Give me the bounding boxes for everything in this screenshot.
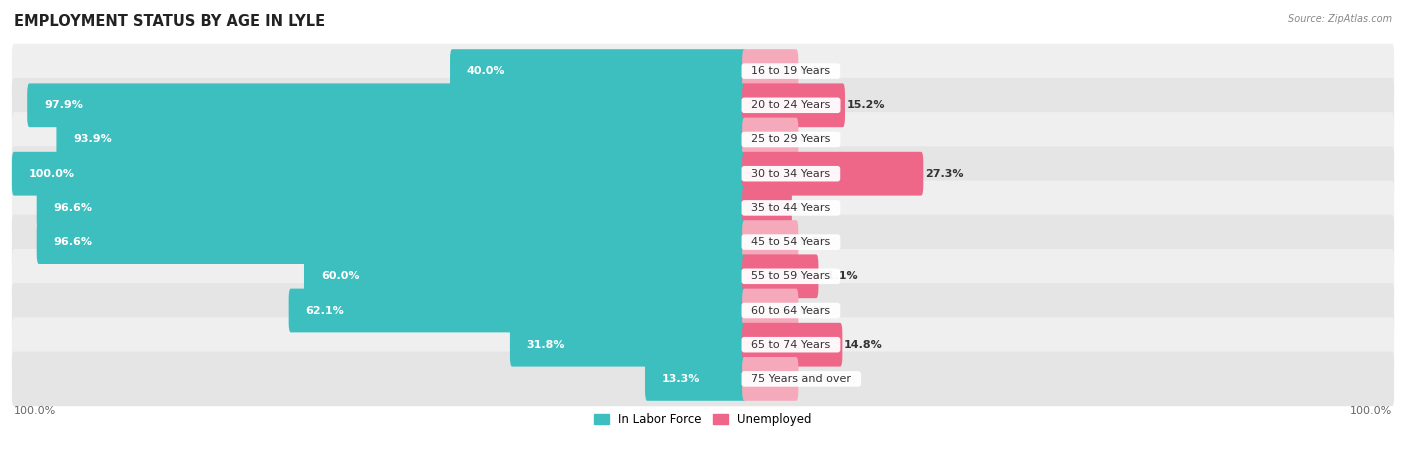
- FancyBboxPatch shape: [11, 44, 1395, 99]
- Text: 0.0%: 0.0%: [800, 374, 831, 384]
- FancyBboxPatch shape: [11, 146, 1395, 201]
- Text: 60 to 64 Years: 60 to 64 Years: [744, 306, 838, 315]
- Text: 0.0%: 0.0%: [800, 237, 831, 247]
- FancyBboxPatch shape: [645, 357, 747, 401]
- Text: 13.3%: 13.3%: [662, 374, 700, 384]
- FancyBboxPatch shape: [742, 117, 799, 162]
- FancyBboxPatch shape: [742, 152, 924, 196]
- Text: 96.6%: 96.6%: [53, 237, 93, 247]
- Text: 15.2%: 15.2%: [846, 100, 884, 110]
- Text: 30 to 34 Years: 30 to 34 Years: [744, 169, 838, 179]
- Text: 0.0%: 0.0%: [800, 66, 831, 76]
- Text: EMPLOYMENT STATUS BY AGE IN LYLE: EMPLOYMENT STATUS BY AGE IN LYLE: [14, 14, 325, 28]
- FancyBboxPatch shape: [742, 83, 845, 127]
- FancyBboxPatch shape: [11, 180, 1395, 235]
- FancyBboxPatch shape: [742, 288, 799, 333]
- Text: 0.0%: 0.0%: [800, 306, 831, 315]
- Text: 93.9%: 93.9%: [73, 135, 112, 144]
- Text: Source: ZipAtlas.com: Source: ZipAtlas.com: [1288, 14, 1392, 23]
- Text: 55 to 59 Years: 55 to 59 Years: [744, 271, 838, 281]
- FancyBboxPatch shape: [742, 186, 792, 230]
- Text: 45 to 54 Years: 45 to 54 Years: [744, 237, 838, 247]
- Text: 65 to 74 Years: 65 to 74 Years: [744, 340, 838, 350]
- FancyBboxPatch shape: [56, 117, 747, 162]
- Text: 75 Years and over: 75 Years and over: [744, 374, 858, 384]
- FancyBboxPatch shape: [510, 323, 747, 367]
- Text: 25 to 29 Years: 25 to 29 Years: [744, 135, 838, 144]
- Text: 14.8%: 14.8%: [844, 340, 883, 350]
- Text: 20 to 24 Years: 20 to 24 Years: [744, 100, 838, 110]
- FancyBboxPatch shape: [742, 357, 799, 401]
- FancyBboxPatch shape: [27, 83, 747, 127]
- Text: 11.1%: 11.1%: [820, 271, 859, 281]
- Text: 35 to 44 Years: 35 to 44 Years: [744, 203, 838, 213]
- FancyBboxPatch shape: [37, 220, 747, 264]
- FancyBboxPatch shape: [11, 152, 747, 196]
- FancyBboxPatch shape: [37, 186, 747, 230]
- FancyBboxPatch shape: [11, 317, 1395, 372]
- Text: 0.0%: 0.0%: [800, 135, 831, 144]
- Text: 31.8%: 31.8%: [527, 340, 565, 350]
- FancyBboxPatch shape: [11, 215, 1395, 270]
- FancyBboxPatch shape: [11, 351, 1395, 406]
- Text: 100.0%: 100.0%: [1350, 406, 1392, 416]
- Text: 60.0%: 60.0%: [321, 271, 360, 281]
- Text: 100.0%: 100.0%: [28, 169, 75, 179]
- FancyBboxPatch shape: [11, 78, 1395, 133]
- Text: 62.1%: 62.1%: [305, 306, 344, 315]
- Legend: In Labor Force, Unemployed: In Labor Force, Unemployed: [589, 409, 817, 431]
- FancyBboxPatch shape: [11, 112, 1395, 167]
- FancyBboxPatch shape: [11, 283, 1395, 338]
- FancyBboxPatch shape: [450, 49, 747, 93]
- FancyBboxPatch shape: [742, 220, 799, 264]
- Text: 96.6%: 96.6%: [53, 203, 93, 213]
- Text: 97.9%: 97.9%: [44, 100, 83, 110]
- Text: 16 to 19 Years: 16 to 19 Years: [744, 66, 838, 76]
- Text: 40.0%: 40.0%: [467, 66, 505, 76]
- FancyBboxPatch shape: [304, 254, 747, 298]
- FancyBboxPatch shape: [742, 323, 842, 367]
- FancyBboxPatch shape: [742, 49, 799, 93]
- FancyBboxPatch shape: [288, 288, 747, 333]
- Text: 100.0%: 100.0%: [14, 406, 56, 416]
- Text: 27.3%: 27.3%: [925, 169, 963, 179]
- FancyBboxPatch shape: [11, 249, 1395, 304]
- FancyBboxPatch shape: [742, 254, 818, 298]
- Text: 7.0%: 7.0%: [793, 203, 824, 213]
